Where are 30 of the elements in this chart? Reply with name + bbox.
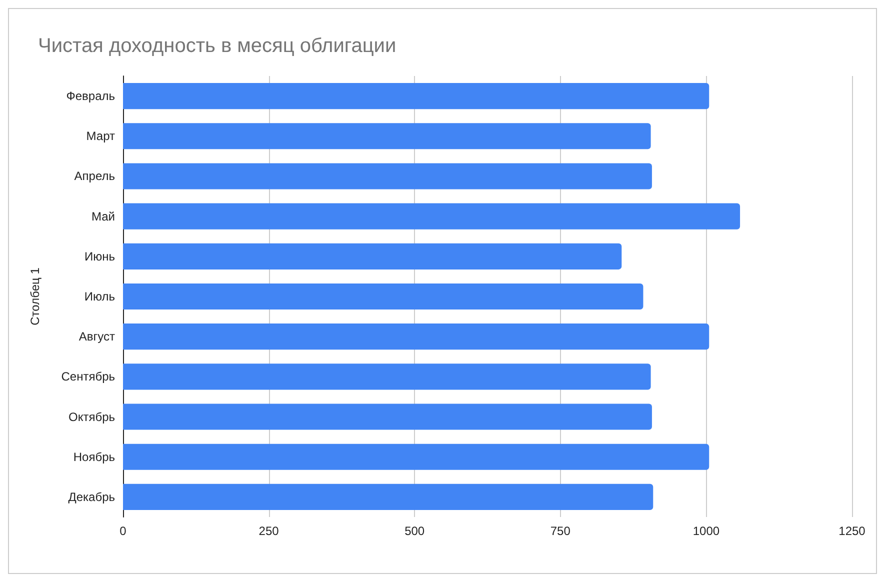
x-tick-label: 0 [120, 524, 127, 538]
x-tick-label: 750 [550, 524, 571, 538]
bar [123, 404, 652, 430]
y-tick-label: Декабрь [68, 490, 115, 504]
x-tick-label: 1000 [692, 524, 720, 538]
bar [123, 484, 654, 510]
x-tick-label: 500 [404, 524, 425, 538]
y-tick-label: Март [86, 129, 116, 144]
y-tick-label: Август [78, 330, 116, 344]
bar [123, 203, 740, 230]
bar [123, 243, 622, 270]
y-tick-label: Октябрь [68, 410, 115, 424]
bar [123, 283, 644, 310]
x-tick-label: 250 [258, 524, 280, 538]
y-tick-label: Ноябрь [73, 450, 115, 464]
bar [123, 364, 651, 390]
y-axis-title: Столбец 1 [28, 267, 42, 326]
y-tick-label: Сентябрь [61, 370, 115, 384]
bar [123, 444, 710, 470]
bar [123, 123, 651, 150]
bar [123, 324, 710, 350]
chart-title: Чистая доходность в месяц облигации [38, 35, 396, 57]
y-tick-label: Май [91, 209, 115, 224]
y-tick-label: Июнь [84, 249, 115, 264]
y-tick-label: Февраль [66, 89, 115, 104]
x-tick-label: 1250 [838, 524, 866, 538]
bar [123, 83, 710, 110]
y-tick-label: Апрель [74, 169, 115, 184]
y-tick-label: Июль [84, 290, 115, 304]
bar [123, 163, 652, 190]
